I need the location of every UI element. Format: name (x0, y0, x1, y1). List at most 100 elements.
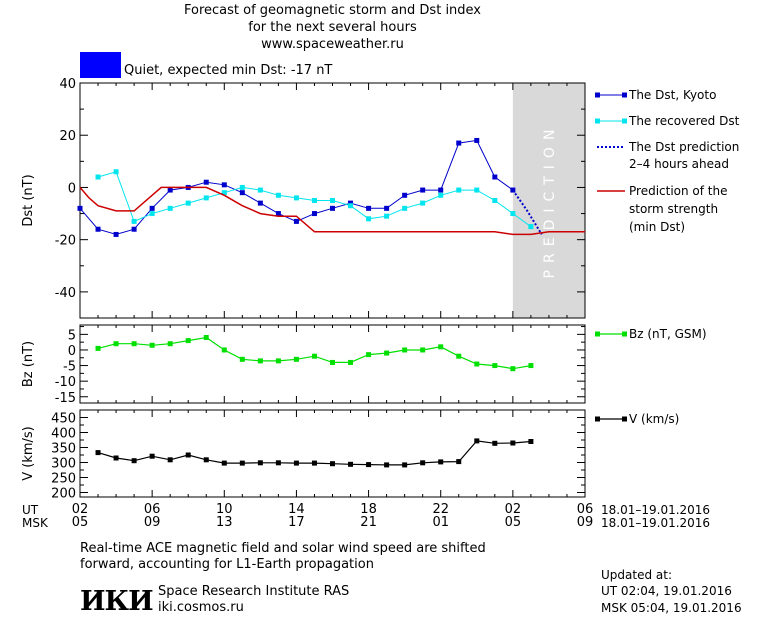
data-point-v (510, 440, 516, 446)
data-point-dst-kyoto (203, 179, 209, 185)
msk-date-range: 18.01–19.01.2016 (601, 516, 711, 530)
data-point-dst-kyoto (456, 140, 462, 146)
data-point-v (528, 439, 534, 444)
data-point-dst-kyoto (77, 205, 83, 211)
x-tick-label-msk: 01 (432, 515, 449, 530)
data-point-bz (366, 352, 372, 358)
series-line-dst-prediction (512, 189, 543, 235)
data-point-v (384, 462, 390, 468)
data-point-dst-recovered (438, 192, 444, 198)
y-axis-label: Dst (nT) (21, 174, 36, 226)
data-point-v (474, 438, 480, 444)
data-point-v (131, 458, 137, 464)
data-point-dst-kyoto (257, 200, 263, 206)
data-point-dst-recovered (474, 187, 480, 193)
data-point-bz (293, 356, 299, 362)
data-point-bz (330, 359, 335, 365)
data-point-dst-kyoto (384, 205, 390, 211)
y-tick-label: -20 (55, 234, 76, 249)
data-point-v (402, 462, 408, 468)
data-point-dst-kyoto (167, 187, 173, 193)
x-tick-label-msk: 05 (72, 515, 89, 530)
legend-dst-recovered: The recovered Dst (629, 114, 740, 128)
updated-label: Updated at: (601, 568, 672, 582)
data-point-v (149, 453, 155, 459)
y-tick-label: 5 (68, 328, 76, 343)
data-point-v (221, 460, 227, 466)
msk-label: MSK (22, 516, 48, 530)
data-point-bz (311, 353, 317, 359)
data-point-dst-recovered (131, 218, 137, 224)
institute-name: Space Research Institute RAS (158, 584, 350, 599)
y-tick-label: 40 (59, 77, 76, 92)
data-point-dst-kyoto (221, 182, 227, 188)
data-point-bz (528, 363, 534, 369)
y-tick-label: 0 (68, 181, 76, 196)
data-point-bz (438, 344, 444, 350)
data-point-dst-kyoto (420, 187, 426, 193)
data-point-dst-kyoto (95, 226, 101, 232)
data-point-dst-kyoto (366, 205, 372, 211)
data-point-v (167, 457, 173, 463)
data-point-bz (185, 338, 191, 344)
data-point-dst-recovered (510, 211, 516, 217)
y-tick-label: 300 (51, 457, 76, 472)
time-axis: 02 06 10 14 18 22 02 06 05 09 13 17 21 01 05 09 (72, 502, 594, 530)
data-point-v (311, 460, 317, 466)
data-point-bz (275, 358, 281, 364)
y-tick-label: -15 (55, 391, 76, 406)
x-tick-label-ut: 22 (432, 502, 449, 517)
data-point-dst-recovered (456, 187, 462, 193)
data-point-bz (348, 359, 354, 365)
data-point-bz (203, 334, 209, 340)
legend-marker-dst-recovered (595, 118, 600, 124)
x-tick-label-msk: 05 (505, 515, 522, 530)
status-text: Quiet, expected min Dst: -17 nT (124, 63, 333, 78)
y-tick-label: 400 (51, 427, 76, 442)
y-tick-label: -10 (55, 375, 76, 390)
ut-date-range: 18.01–19.01.2016 (601, 503, 711, 517)
data-point-dst-recovered (348, 203, 354, 209)
data-point-bz (95, 345, 101, 351)
data-point-dst-recovered (492, 198, 498, 203)
data-point-dst-recovered (239, 184, 245, 190)
data-point-dst-kyoto (438, 187, 444, 193)
legend-marker-bz (595, 331, 600, 337)
series-line-bz (97, 336, 532, 370)
data-point-dst-recovered (167, 205, 173, 211)
dst-panel: PREDICTION 40 20 0 -20 -40 Dst (nT) (21, 77, 586, 319)
data-point-v (293, 460, 299, 466)
data-point-v (456, 459, 462, 465)
data-point-dst-recovered (257, 187, 263, 193)
data-point-dst-recovered (528, 224, 534, 230)
x-tick-label-msk: 13 (216, 515, 233, 530)
y-axis-label: V (km/s) (21, 426, 36, 481)
x-tick-label-ut: 10 (216, 502, 233, 517)
data-point-v (239, 460, 245, 466)
data-point-v (113, 455, 119, 461)
data-point-bz (149, 342, 155, 348)
institute-site[interactable]: iki.cosmos.ru (158, 600, 244, 615)
data-point-dst-recovered (384, 213, 390, 219)
data-point-v (492, 440, 498, 446)
data-point-v (330, 461, 335, 467)
y-tick-label: 20 (59, 129, 76, 144)
data-point-dst-recovered (221, 190, 227, 196)
updated-ut: UT 02:04, 19.01.2016 (601, 584, 732, 598)
data-point-bz (402, 347, 408, 353)
data-point-dst-kyoto (492, 174, 498, 180)
x-tick-label-ut: 02 (505, 502, 522, 517)
legend-v: V (km/s) (629, 412, 680, 426)
y-tick-label: 200 (51, 487, 76, 502)
legend-marker-dst-recovered (622, 118, 627, 124)
series-line-storm-strength (79, 186, 585, 236)
y-tick-label: -40 (55, 286, 76, 301)
legend-marker-v (595, 416, 600, 422)
data-point-v (95, 450, 101, 456)
updated-msk: MSK 05:04, 19.01.2016 (601, 601, 742, 615)
x-tick-label-msk: 17 (288, 515, 305, 530)
data-point-dst-kyoto (239, 190, 245, 196)
data-point-dst-kyoto (510, 187, 516, 193)
data-point-dst-recovered (402, 205, 408, 211)
